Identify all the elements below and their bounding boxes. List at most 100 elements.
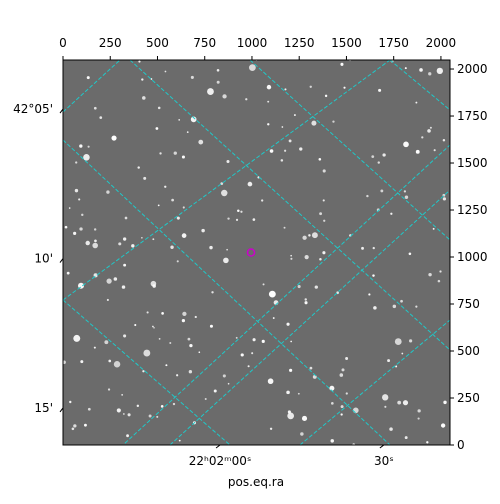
star [443,400,447,405]
star [172,402,176,406]
star [108,359,112,363]
star [381,394,389,401]
star [79,144,83,148]
star [141,236,143,239]
star [93,228,97,231]
star [63,360,66,365]
star [417,409,421,413]
star [404,436,408,440]
grid-line [63,299,231,445]
target-marker [246,248,256,257]
star [322,251,326,255]
star [394,338,402,345]
grid-line [299,319,450,445]
star [304,301,308,305]
star [127,413,131,417]
star [297,392,300,395]
star [442,197,447,201]
star [417,417,420,420]
star [352,407,359,414]
star [340,413,343,416]
star [152,325,154,328]
star [322,199,325,202]
star [403,141,409,148]
star [235,336,238,339]
star [85,240,90,246]
star [345,357,349,360]
star [152,238,155,241]
star [106,190,110,194]
star [400,299,403,303]
star [93,106,97,110]
star [227,382,230,385]
star [404,195,409,199]
star [69,400,72,404]
left-tick-label: 10' [34,252,53,266]
star [209,324,213,328]
star [378,88,382,92]
star [331,402,334,405]
star [186,131,189,133]
star [409,339,413,343]
x-label: pos.eq.ra [228,475,284,489]
star [262,283,265,286]
left-tick-label: 15' [34,401,53,415]
star [93,346,96,349]
star [104,340,109,345]
star [73,424,77,428]
star [319,212,323,216]
star [190,116,197,123]
star [71,427,75,431]
star [221,189,228,197]
star [227,217,230,220]
star [318,157,322,161]
star [245,98,248,101]
x-tick-label: 1000 [237,36,268,50]
left-tick [59,258,64,263]
star [121,393,124,396]
star [267,378,274,385]
star [165,364,168,367]
star [106,298,109,302]
star [301,415,308,421]
star [83,154,90,161]
x-tick-label: 2000 [426,36,457,50]
star [415,305,418,308]
star [304,298,307,301]
star [247,181,253,187]
star [332,120,335,123]
star [368,293,371,296]
x-tick-label: 1750 [378,36,409,50]
star [286,322,290,326]
star [213,389,217,393]
star [121,285,126,289]
star [99,116,103,119]
star [222,374,226,378]
star [382,153,386,157]
star [156,415,159,418]
bottom-tick [215,444,221,449]
star [330,439,334,443]
star [146,311,149,314]
star [74,188,79,193]
star [113,277,118,281]
star [164,185,167,188]
star [439,270,442,273]
bottom-tick-label: 30ˢ [374,454,394,468]
star [339,373,344,377]
star [267,100,270,103]
star [80,360,84,364]
star [142,370,145,373]
star [178,118,181,121]
y-tick-label: 750 [457,297,480,311]
y-tick-label: 1500 [457,156,488,170]
star [372,246,375,250]
star [87,145,90,148]
star [176,260,179,263]
star [419,68,423,72]
star [188,370,193,374]
coordinate-grid [63,60,450,445]
x-tick-label: 0 [59,36,67,50]
x-tick-label: 1500 [331,36,362,50]
